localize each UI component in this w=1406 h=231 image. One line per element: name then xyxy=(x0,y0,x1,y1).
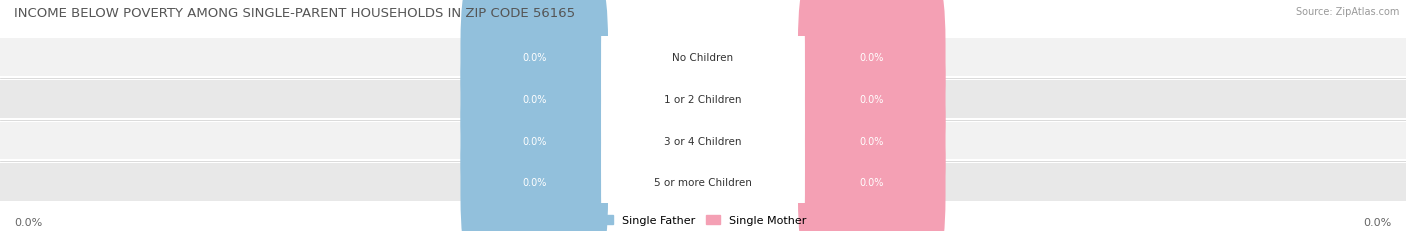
Text: 3 or 4 Children: 3 or 4 Children xyxy=(664,136,742,146)
FancyBboxPatch shape xyxy=(0,164,1406,201)
Text: 0.0%: 0.0% xyxy=(14,217,42,227)
FancyBboxPatch shape xyxy=(799,24,945,175)
FancyBboxPatch shape xyxy=(0,81,1406,118)
FancyBboxPatch shape xyxy=(0,39,1406,76)
FancyBboxPatch shape xyxy=(602,24,804,175)
FancyBboxPatch shape xyxy=(799,107,945,231)
Text: 1 or 2 Children: 1 or 2 Children xyxy=(664,94,742,104)
Text: No Children: No Children xyxy=(672,53,734,63)
Text: 0.0%: 0.0% xyxy=(522,53,547,63)
Text: 0.0%: 0.0% xyxy=(859,53,884,63)
FancyBboxPatch shape xyxy=(602,66,804,216)
FancyBboxPatch shape xyxy=(799,0,945,133)
FancyBboxPatch shape xyxy=(799,66,945,216)
Text: 0.0%: 0.0% xyxy=(522,177,547,188)
Text: 5 or more Children: 5 or more Children xyxy=(654,177,752,188)
FancyBboxPatch shape xyxy=(461,66,609,216)
FancyBboxPatch shape xyxy=(461,0,609,133)
FancyBboxPatch shape xyxy=(461,24,609,175)
FancyBboxPatch shape xyxy=(602,107,804,231)
Legend: Single Father, Single Mother: Single Father, Single Mother xyxy=(600,215,806,225)
Text: Source: ZipAtlas.com: Source: ZipAtlas.com xyxy=(1295,7,1399,17)
Text: INCOME BELOW POVERTY AMONG SINGLE-PARENT HOUSEHOLDS IN ZIP CODE 56165: INCOME BELOW POVERTY AMONG SINGLE-PARENT… xyxy=(14,7,575,20)
Text: 0.0%: 0.0% xyxy=(859,177,884,188)
FancyBboxPatch shape xyxy=(461,107,609,231)
Text: 0.0%: 0.0% xyxy=(859,136,884,146)
Text: 0.0%: 0.0% xyxy=(1364,217,1392,227)
FancyBboxPatch shape xyxy=(0,122,1406,160)
Text: 0.0%: 0.0% xyxy=(522,94,547,104)
Text: 0.0%: 0.0% xyxy=(859,94,884,104)
Text: 0.0%: 0.0% xyxy=(522,136,547,146)
FancyBboxPatch shape xyxy=(602,0,804,133)
